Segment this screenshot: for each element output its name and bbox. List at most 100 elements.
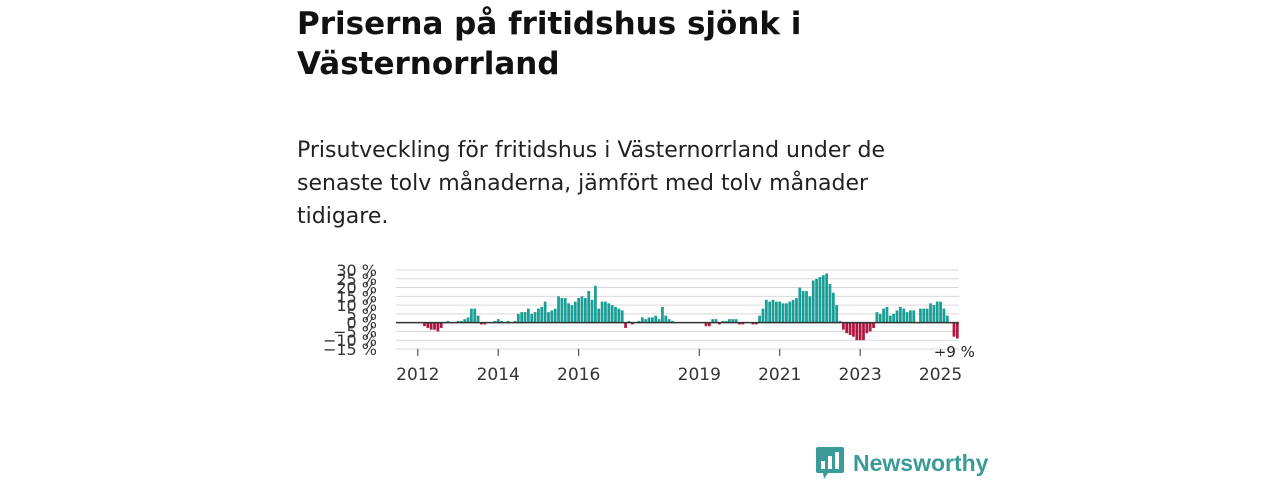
bar [875,312,879,323]
bar [423,322,426,327]
bar [738,322,741,325]
bar [852,322,855,337]
brand-name: Newsworthy [853,449,989,476]
bar [791,299,795,323]
x-tick-label: 2019 [678,365,721,385]
bar [754,322,758,325]
bar [955,322,959,339]
y-tick-label: 0 % [347,314,377,333]
bar [573,301,577,323]
bar [661,306,664,323]
bar [821,275,825,323]
bar [774,301,778,323]
x-tick-label: 2012 [396,365,439,385]
bar [526,308,530,323]
gridlines [396,269,959,350]
bar [888,315,892,323]
bar [480,322,483,325]
bar [580,296,584,323]
bar [741,322,745,325]
chart-subtitle: Prisutveckling för fritidshus i Västerno… [297,138,885,229]
bar [728,319,731,323]
bar [459,320,463,323]
bar [831,292,835,323]
bar [868,322,872,332]
bar [892,313,896,323]
bar [530,313,534,323]
bar [610,305,614,323]
bar [617,308,621,323]
bar [560,298,564,323]
bar [607,303,611,323]
bar [644,319,648,323]
bar [583,298,587,323]
bar [540,306,544,323]
bar [433,322,436,330]
bar [543,301,547,323]
x-tick-label: 2023 [839,365,882,385]
bar [533,312,537,323]
bar [862,322,865,341]
bar [952,322,956,337]
bar [473,308,477,323]
bar [835,305,839,323]
bar [718,322,721,325]
y-tick-label: −15 % [323,340,377,359]
bar [912,310,916,323]
bar [845,322,849,334]
bar [808,296,812,323]
bar [721,320,725,323]
bar [537,308,540,323]
bar [483,322,487,325]
bar [516,313,520,323]
bar [882,308,885,323]
newsworthy-logo-icon [816,447,844,479]
bar [439,322,443,328]
bar [463,319,467,323]
bar [858,322,862,341]
bar [436,322,440,332]
bar [922,308,926,323]
y-tick-label: 30 % [336,261,377,280]
bar [825,273,829,323]
y-tick-label: 5 % [347,305,377,324]
bar [567,303,570,323]
bar [630,322,634,325]
bar [550,310,554,323]
bar [590,299,594,323]
y-tick-label: 15 % [336,287,377,306]
bar [587,291,591,323]
bar [828,284,832,323]
bar [795,298,798,323]
bar [919,308,922,323]
bar [627,320,631,323]
bar [597,308,601,323]
bar [898,306,902,323]
bar [855,322,859,341]
bar [929,303,932,323]
bar [624,322,627,328]
bar [865,322,869,334]
bar [711,319,715,323]
bar [570,305,574,323]
y-tick-label: 20 % [336,279,377,298]
bar [785,303,788,323]
bar [614,306,617,323]
bar [637,320,641,323]
bar [671,320,674,323]
bar [429,322,433,330]
x-tick-label: 2014 [477,365,520,385]
bar-chart: 30 %25 %20 %15 %10 %5 %0 %−5 %−10 %−15 %… [323,261,975,385]
bar [842,322,845,330]
bar [654,315,658,323]
bar [805,291,808,323]
bar [942,308,946,323]
bar [925,308,929,323]
bar [594,285,597,323]
y-tick-label: −5 % [333,322,377,341]
bar [600,301,604,323]
bar [771,299,775,323]
bar [470,308,473,323]
bars [423,273,959,341]
x-axis: 2012 2014 2016 2019 2021 2023 2025 [396,349,962,385]
